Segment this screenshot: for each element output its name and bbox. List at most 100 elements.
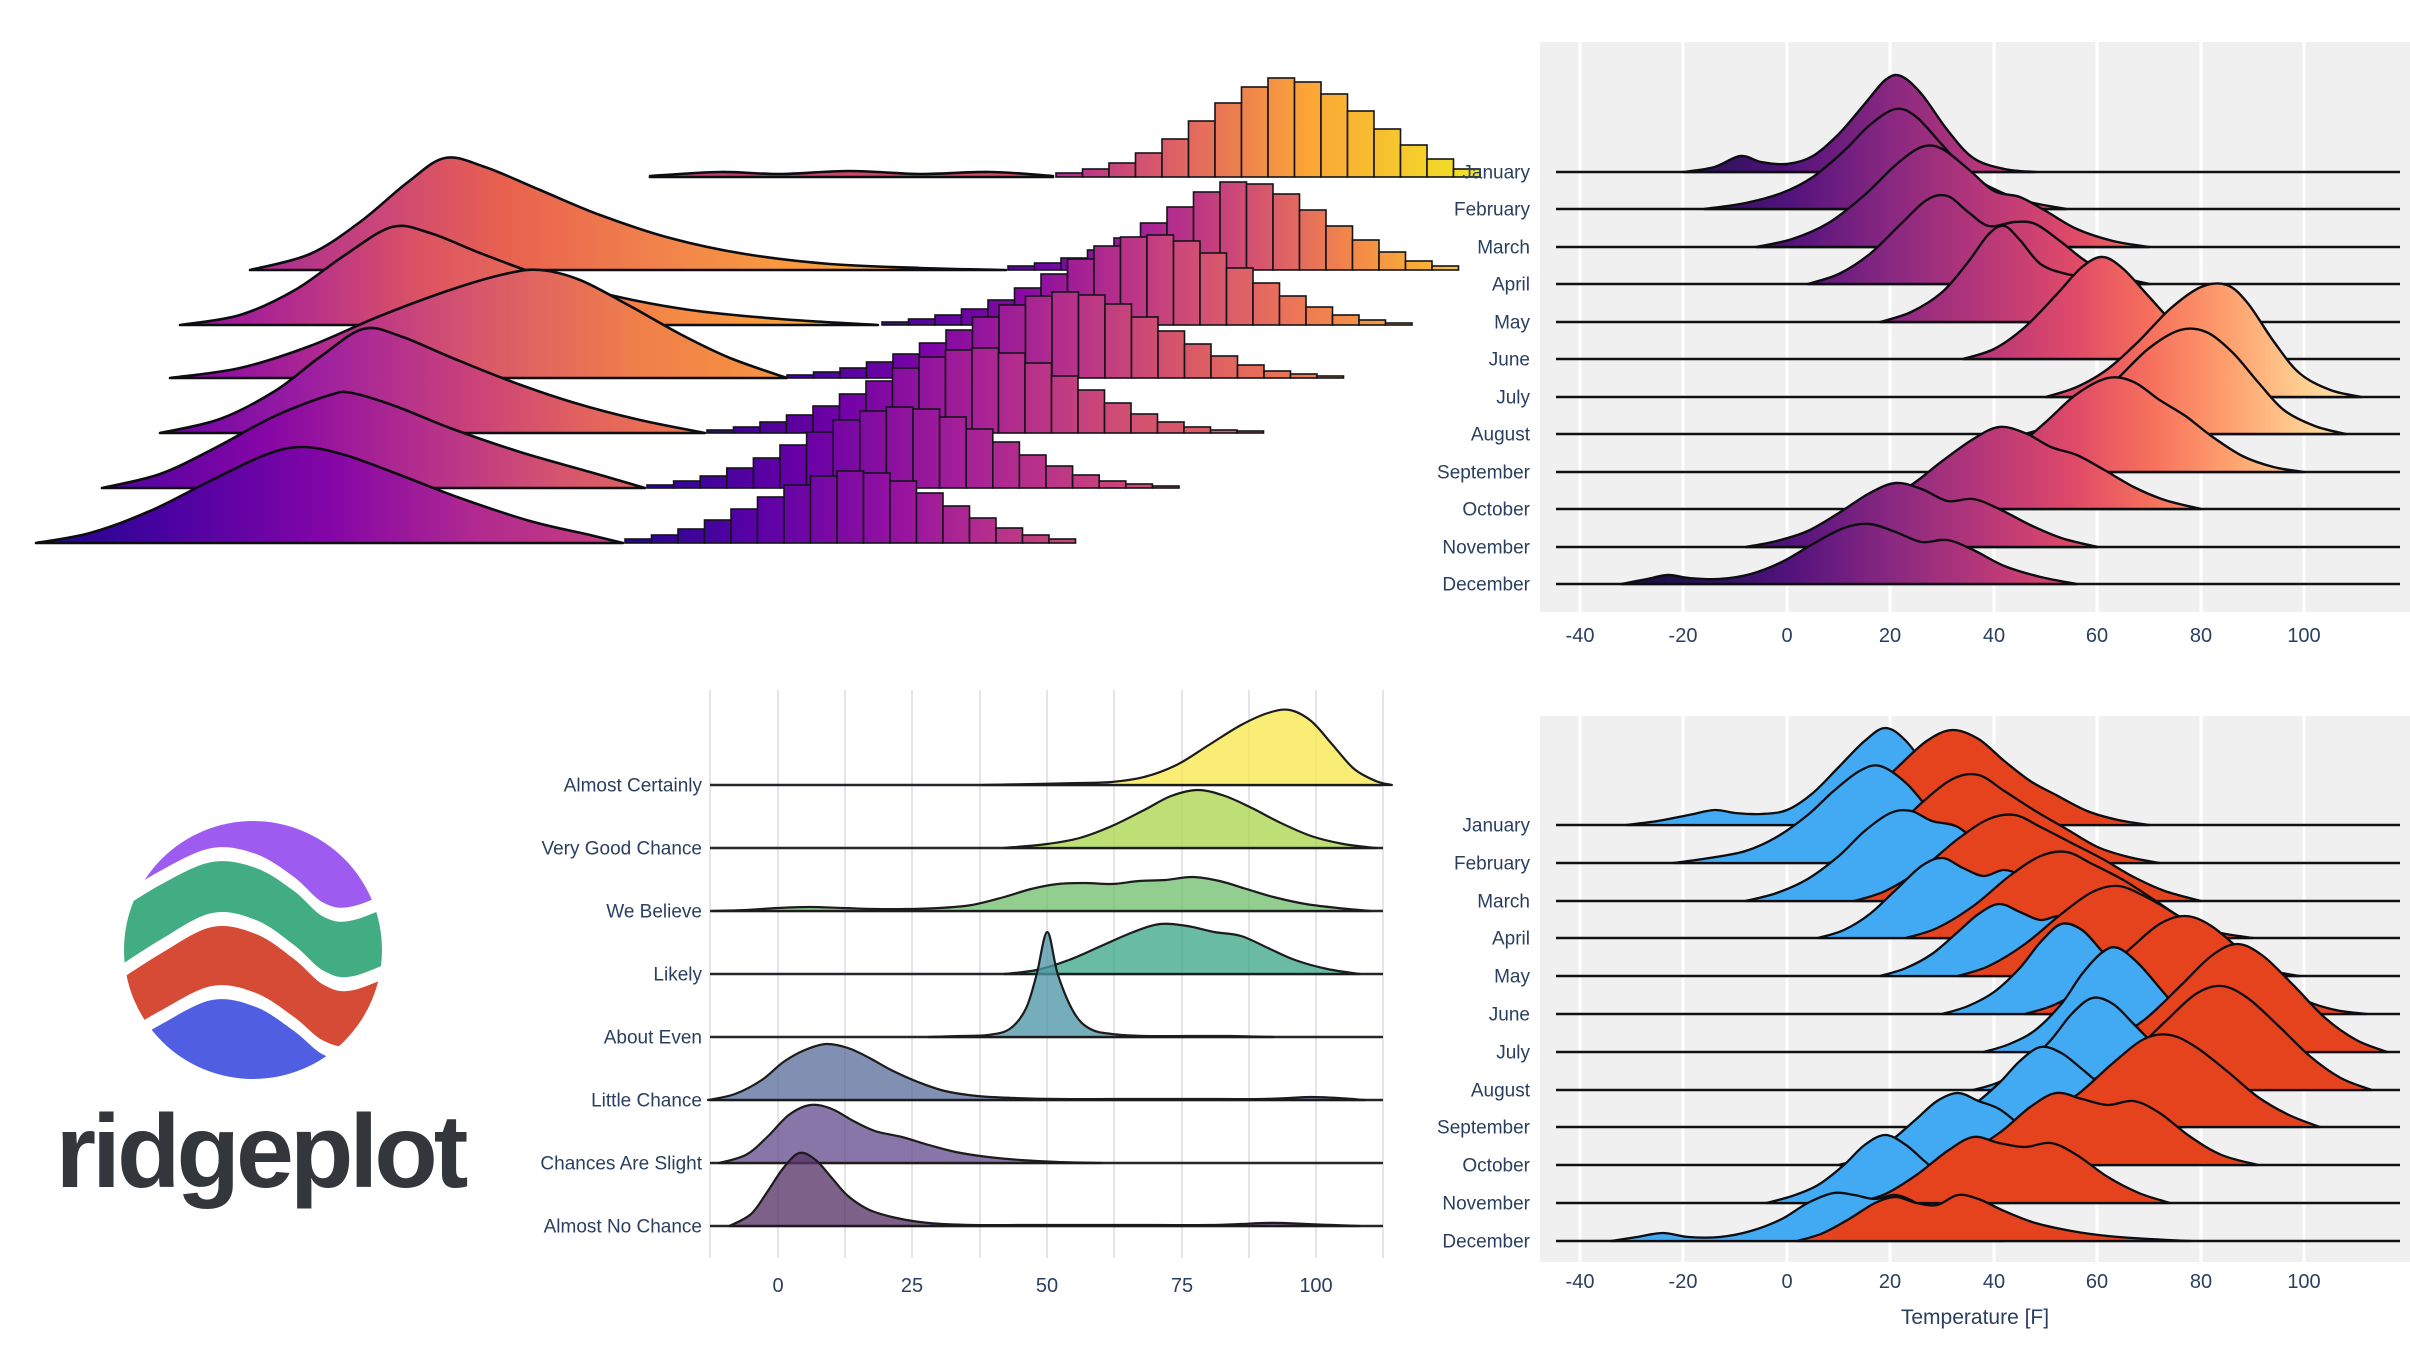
x-tick-label: 60 <box>2086 625 2108 647</box>
histogram-bar <box>809 475 838 544</box>
histogram-bar <box>1305 306 1334 326</box>
histogram-bar <box>1024 362 1053 434</box>
kde-curve <box>100 390 647 490</box>
histogram-bar <box>1245 183 1274 271</box>
histogram-bar <box>1007 265 1036 271</box>
histogram-bar <box>1187 120 1216 178</box>
x-tick-label: 100 <box>1299 1275 1332 1297</box>
histogram-bar <box>1289 373 1318 379</box>
category-label: July <box>1496 388 1530 409</box>
category-label: September <box>1437 463 1531 484</box>
x-tick-label: -40 <box>1566 1271 1595 1293</box>
histogram-bar <box>1183 343 1212 379</box>
histogram-bar <box>759 421 788 434</box>
histogram-bar <box>786 374 815 379</box>
category-label: Almost Certainly <box>564 776 703 797</box>
kde-curve <box>1620 522 2078 586</box>
histogram-bar <box>1071 474 1100 489</box>
histogram-bar <box>862 472 891 544</box>
histogram-bar <box>965 428 994 489</box>
histogram-bar <box>912 408 941 489</box>
x-tick-label: 40 <box>1983 625 2005 647</box>
top-left-ridgeline-plot <box>34 77 1481 545</box>
histogram-bar <box>1316 375 1345 379</box>
histogram-bar <box>1384 322 1413 326</box>
logo-wordmark: ridgeplot <box>55 1094 469 1210</box>
histogram-bar <box>997 352 1026 434</box>
x-tick-label: 0 <box>1781 625 1792 647</box>
kde-curve <box>712 875 1372 913</box>
category-label: October <box>1462 1156 1530 1177</box>
top-right-temperature-chart: January February March April May June July Augu… <box>1437 42 2410 647</box>
kde-curve <box>728 1151 1361 1228</box>
histogram-bar <box>1077 389 1106 434</box>
histogram-bar <box>938 416 967 489</box>
histogram-bar <box>650 534 679 544</box>
category-label: March <box>1477 892 1530 913</box>
histogram-bar <box>1151 485 1180 489</box>
histogram <box>1007 181 1460 271</box>
category-label: Almost No Chance <box>544 1217 702 1238</box>
category-label: Very Good Chance <box>541 839 702 860</box>
histogram-bar <box>1130 316 1159 379</box>
category-label: November <box>1442 538 1530 559</box>
histogram-bar <box>1236 430 1265 434</box>
histogram-bar <box>865 361 894 379</box>
histogram-bar <box>624 538 653 544</box>
kde-curve <box>706 1042 1367 1102</box>
kde-curve <box>1003 922 1361 976</box>
histogram-bar <box>1210 355 1239 379</box>
kde-curve <box>1744 481 2099 549</box>
histogram-bar <box>1240 86 1269 178</box>
histogram-bar <box>995 527 1024 544</box>
histogram-bar <box>812 371 841 379</box>
logo-icon <box>124 821 382 1079</box>
histogram-bar <box>1108 162 1137 178</box>
category-label: We Believe <box>606 902 702 923</box>
histogram-bar <box>934 314 963 326</box>
histogram-bar <box>1351 239 1380 271</box>
x-tick-label: 0 <box>1781 1271 1792 1293</box>
x-tick-label: 75 <box>1171 1275 1193 1297</box>
logo-wave-band <box>124 925 382 1047</box>
histogram-bar <box>1252 282 1281 326</box>
max-temp-curve <box>1796 1193 2192 1243</box>
histogram-bar <box>1325 225 1354 271</box>
kde-curve <box>34 445 625 545</box>
histogram-bar <box>1146 234 1175 326</box>
histogram-bar <box>942 505 971 544</box>
x-tick-label: 25 <box>901 1275 923 1297</box>
x-tick-label: 100 <box>2287 1271 2320 1293</box>
ridge-row-6 <box>34 445 1077 545</box>
histogram-bar <box>1199 252 1228 326</box>
histogram-bar <box>1399 144 1428 178</box>
histogram-bar <box>971 347 1000 434</box>
histogram-bar <box>1293 81 1322 178</box>
category-label: May <box>1494 313 1530 334</box>
histogram-bar <box>1346 110 1375 178</box>
histogram-bar <box>1130 413 1159 434</box>
histogram-bar <box>1050 375 1079 434</box>
histogram-bar <box>1157 330 1186 379</box>
category-label: March <box>1477 238 1530 259</box>
histogram-bar <box>1331 314 1360 326</box>
x-tick-label: 80 <box>2190 1271 2212 1293</box>
histogram-bar <box>1373 128 1402 178</box>
histogram-bar <box>677 528 706 544</box>
kde-curve <box>981 708 1393 787</box>
histogram-bar <box>672 480 701 489</box>
histogram-bar <box>730 508 759 544</box>
histogram-bar <box>1098 480 1127 489</box>
histogram-bar <box>968 517 997 544</box>
histogram-bar <box>907 318 936 326</box>
histogram-bar <box>1018 454 1047 489</box>
kde-curve <box>648 169 1055 179</box>
histogram-bar <box>703 519 732 544</box>
category-label: November <box>1442 1194 1530 1215</box>
histogram-bar <box>1172 240 1201 326</box>
category-label: February <box>1454 854 1531 875</box>
kde-curve <box>168 268 789 380</box>
category-label: May <box>1494 967 1530 988</box>
histogram-bar <box>1267 77 1296 178</box>
histogram-bar <box>1125 483 1154 489</box>
